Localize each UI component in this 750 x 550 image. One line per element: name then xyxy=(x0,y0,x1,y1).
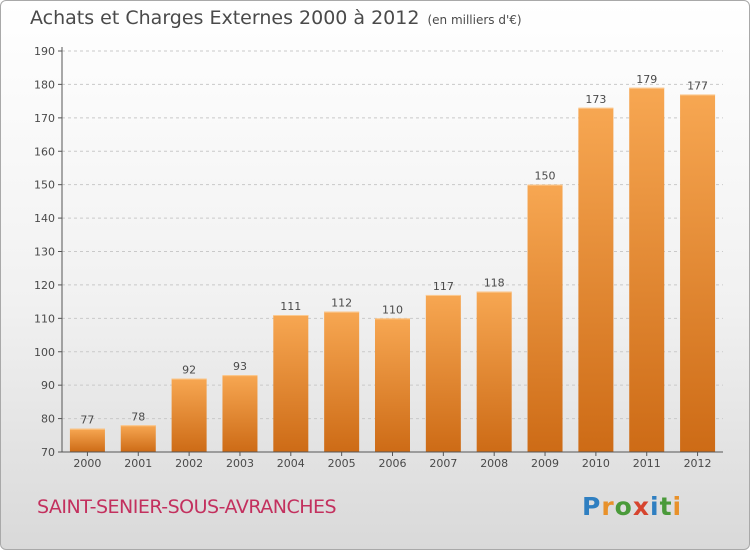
y-tick-label: 180 xyxy=(34,78,55,91)
bar-value-label: 173 xyxy=(585,93,606,106)
x-tick-label: 2001 xyxy=(124,457,152,470)
proxiti-logo[interactable]: Proxiti xyxy=(582,492,682,521)
logo-letter: o xyxy=(614,492,633,521)
x-tick-label: 2002 xyxy=(175,457,203,470)
y-tick-label: 80 xyxy=(41,413,55,426)
bar xyxy=(324,311,360,452)
y-tick-label: 100 xyxy=(34,346,55,359)
x-tick-label: 2012 xyxy=(684,457,712,470)
y-tick-label: 130 xyxy=(34,246,55,259)
logo-letter: P xyxy=(582,492,602,521)
bar-value-label: 177 xyxy=(687,79,708,92)
bar xyxy=(273,314,309,452)
bar xyxy=(680,94,716,453)
y-tick-label: 120 xyxy=(34,279,55,292)
y-tick-label: 190 xyxy=(34,45,55,58)
y-tick-label: 170 xyxy=(34,112,55,125)
bar xyxy=(120,425,156,452)
bar xyxy=(222,375,258,452)
bar xyxy=(476,291,512,452)
bar-value-label: 150 xyxy=(535,170,556,183)
bar-value-label: 179 xyxy=(636,73,657,86)
chart-title-text: Achats et Charges Externes 2000 à 2012 xyxy=(30,7,420,29)
bar-value-label: 92 xyxy=(182,363,196,376)
logo-letter: r xyxy=(601,492,615,521)
x-tick-label: 2007 xyxy=(429,457,457,470)
bar-value-label: 112 xyxy=(331,297,352,310)
commune-name: SAINT-SENIER-SOUS-AVRANCHES xyxy=(37,496,337,518)
bar xyxy=(69,428,105,452)
x-tick-label: 2011 xyxy=(633,457,661,470)
bar xyxy=(578,107,614,452)
y-tick-label: 90 xyxy=(41,379,55,392)
bar-value-label: 78 xyxy=(131,410,145,423)
bar xyxy=(171,378,207,452)
logo-letter: i xyxy=(672,492,683,521)
logo-letter: t xyxy=(659,492,673,521)
y-tick-label: 110 xyxy=(34,312,55,325)
y-tick-label: 160 xyxy=(34,145,55,158)
x-tick-label: 2009 xyxy=(531,457,559,470)
bar-value-label: 117 xyxy=(433,280,454,293)
logo-letter: i xyxy=(650,492,660,521)
x-tick-label: 2005 xyxy=(328,457,356,470)
chart-title: Achats et Charges Externes 2000 à 2012 (e… xyxy=(30,7,522,29)
x-tick-label: 2003 xyxy=(226,457,254,470)
bar-value-label: 111 xyxy=(280,300,301,313)
y-tick-label: 70 xyxy=(41,446,55,459)
logo-letter: x xyxy=(632,492,650,521)
bar xyxy=(527,184,563,452)
y-tick-label: 150 xyxy=(34,179,55,192)
bar-value-label: 77 xyxy=(80,414,94,427)
bar xyxy=(375,318,410,452)
bar-value-label: 118 xyxy=(484,277,505,290)
x-tick-label: 2006 xyxy=(379,457,407,470)
bar-value-label: 93 xyxy=(233,360,247,373)
bar xyxy=(629,87,665,452)
x-tick-label: 2010 xyxy=(582,457,610,470)
bar-value-label: 110 xyxy=(382,303,403,316)
bar xyxy=(425,294,461,452)
x-tick-label: 2000 xyxy=(73,457,101,470)
y-tick-label: 140 xyxy=(34,212,55,225)
x-tick-label: 2004 xyxy=(277,457,305,470)
chart-unit: (en milliers d'€) xyxy=(427,13,522,27)
x-tick-label: 2008 xyxy=(480,457,508,470)
